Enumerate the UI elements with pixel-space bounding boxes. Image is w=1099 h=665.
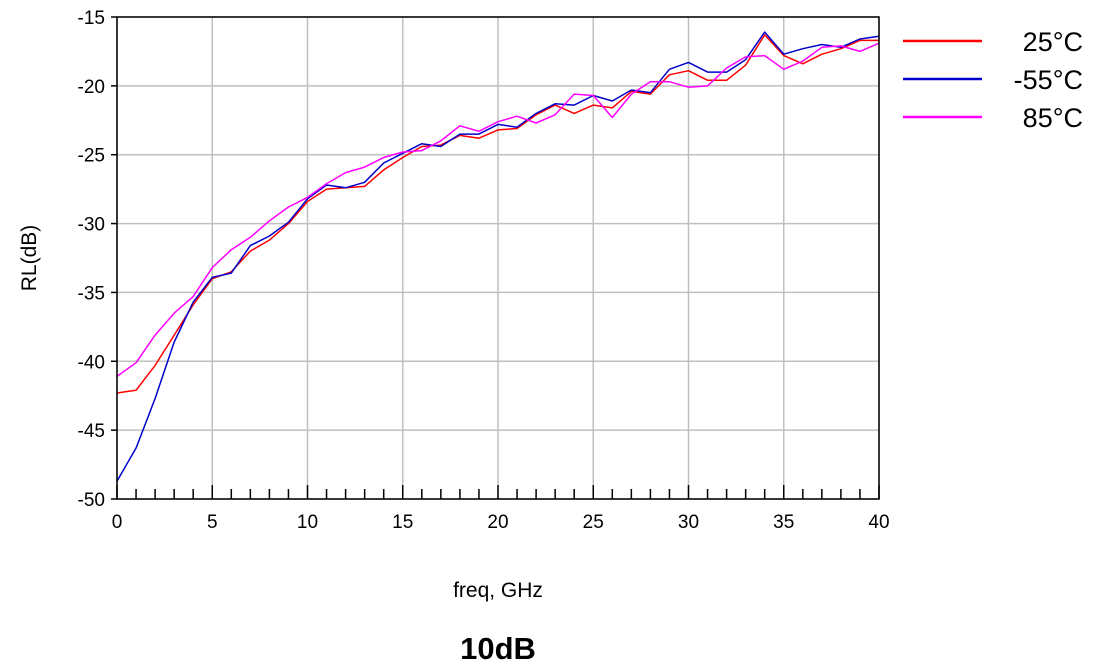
chart-caption: 10dB	[460, 631, 536, 665]
grid	[116, 16, 880, 500]
legend: 25°C -55°C 85°C	[903, 27, 1083, 133]
y-tick-label: -20	[78, 77, 105, 98]
y-tick-labels: -15 -20 -25 -30 -35 -40 -45 -50	[78, 8, 105, 511]
series-lines	[116, 31, 880, 482]
series-line-25°C	[116, 34, 879, 394]
x-tick-label: 35	[773, 512, 794, 533]
x-tick-label: 40	[868, 512, 889, 533]
y-tick-label: -40	[78, 352, 105, 373]
y-tick-label: -45	[78, 421, 105, 442]
y-tick-label: -35	[78, 283, 105, 304]
x-tick-label: 5	[207, 512, 218, 533]
series-line--55°C	[116, 31, 880, 482]
plot-frame	[116, 16, 880, 500]
y-tick-label: -15	[78, 8, 105, 29]
legend-label: 85°C	[1023, 103, 1083, 133]
x-axis-title: freq, GHz	[453, 579, 543, 602]
x-tick-label: 15	[392, 512, 413, 533]
y-tick-label: -50	[78, 490, 105, 511]
x-tick-label: 10	[297, 512, 318, 533]
series-line-85°C	[116, 42, 880, 378]
y-axis-title: RL(dB)	[18, 225, 41, 292]
legend-label: 25°C	[1023, 27, 1083, 57]
x-tick-label: 20	[487, 512, 508, 533]
x-tick-label: 0	[112, 512, 123, 533]
x-tick-label: 30	[678, 512, 699, 533]
y-tick-label: -25	[78, 146, 105, 167]
x-tick-labels: 0 5 10 15 20 25 30 35 40	[112, 512, 890, 533]
y-tick-label: -30	[78, 215, 105, 236]
x-tick-label: 25	[583, 512, 604, 533]
minor-ticks	[111, 16, 880, 500]
legend-label: -55°C	[1014, 65, 1083, 95]
